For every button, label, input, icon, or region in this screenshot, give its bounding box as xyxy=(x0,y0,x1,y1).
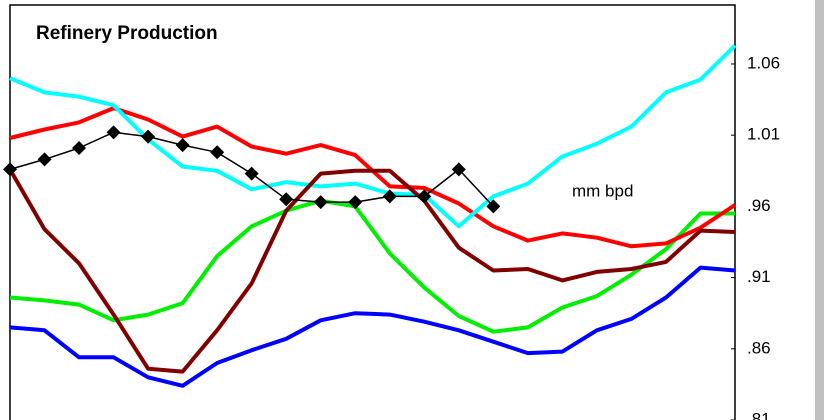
y-tick-label: .86 xyxy=(747,338,771,357)
marker xyxy=(279,192,294,207)
marker xyxy=(451,162,466,177)
series-line xyxy=(9,198,735,334)
marker xyxy=(244,166,259,181)
marker xyxy=(348,195,363,210)
marker xyxy=(141,129,156,144)
annotation: mm bpd xyxy=(572,181,633,200)
y-tick-label: .96 xyxy=(747,196,771,215)
marker xyxy=(3,162,17,177)
right-edge xyxy=(815,0,824,420)
series-line xyxy=(8,168,736,374)
y-tick-label: .81 xyxy=(747,409,771,420)
marker xyxy=(210,145,225,160)
marker xyxy=(382,189,397,204)
series-line xyxy=(9,44,737,229)
marker xyxy=(486,199,501,214)
marker xyxy=(313,195,328,210)
y-tick-label: 1.06 xyxy=(747,53,780,72)
marker xyxy=(37,152,52,167)
series-line xyxy=(9,265,736,388)
marker xyxy=(175,138,190,153)
y-tick-label: .91 xyxy=(747,267,771,286)
chart-title: Refinery Production xyxy=(36,23,218,44)
y-tick-label: 1.01 xyxy=(747,125,780,144)
marker xyxy=(106,125,121,140)
marker xyxy=(72,140,87,155)
marker xyxy=(417,189,432,204)
